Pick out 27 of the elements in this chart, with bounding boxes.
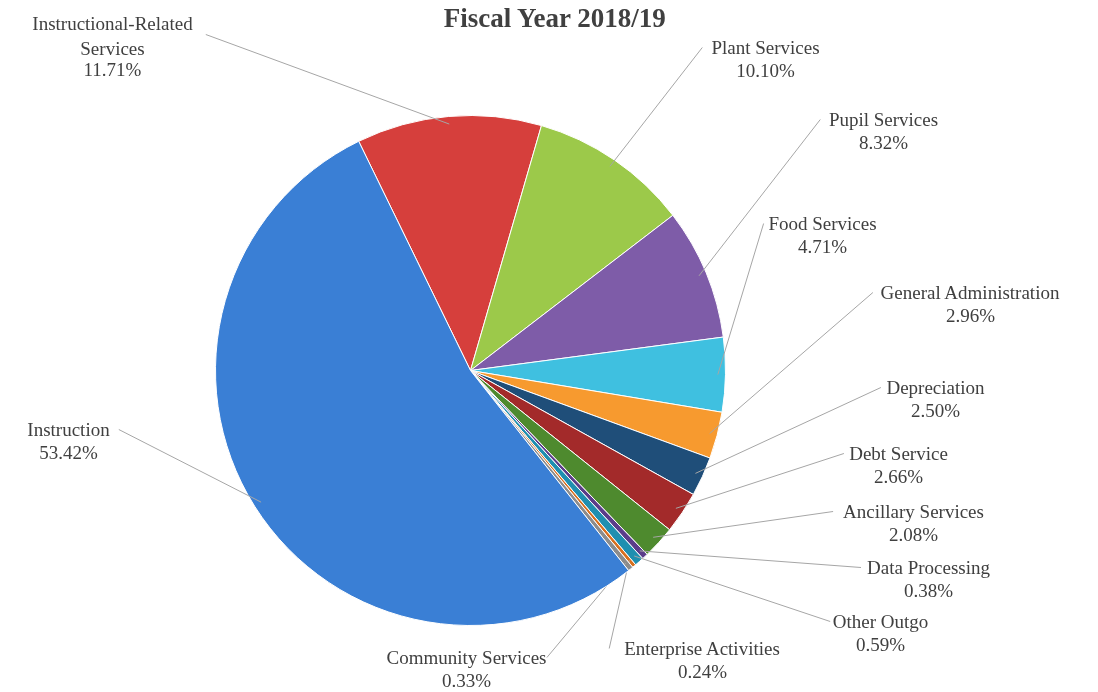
slice-label: Instructional-Related Services <box>32 12 194 59</box>
slice-label: Data Processing <box>867 556 991 578</box>
slice-label: Enterprise Activities <box>624 637 780 659</box>
data-label: 10.10% <box>736 59 795 81</box>
slice-label: Community Services <box>386 646 547 668</box>
data-label: 53.42% <box>39 441 98 463</box>
data-label: 2.08% <box>888 523 939 545</box>
slice-label: Instruction <box>27 418 111 440</box>
slice-label: Pupil Services <box>828 108 939 130</box>
data-label: 8.32% <box>858 131 909 153</box>
slice-label: Ancillary Services <box>843 500 984 522</box>
slice-label: Food Services <box>768 212 877 234</box>
data-label: 0.24% <box>677 660 728 682</box>
slice-label: Plant Services <box>711 36 820 58</box>
slice-label: Debt Service <box>849 442 948 464</box>
slice-label: Other Outgo <box>832 610 929 632</box>
chart-title: Fiscal Year 2018/19 <box>443 2 666 33</box>
slice-label: Depreciation <box>886 376 986 398</box>
data-label: 0.38% <box>903 579 954 601</box>
data-label: 0.33% <box>441 669 492 691</box>
data-label: 0.59% <box>855 633 906 655</box>
data-label: 2.96% <box>945 304 996 326</box>
data-label: 11.71% <box>83 58 142 80</box>
data-label: 2.66% <box>873 465 924 487</box>
data-label: 2.50% <box>910 399 961 421</box>
slice-label: General Administration <box>880 281 1060 303</box>
data-label: 4.71% <box>797 235 848 257</box>
